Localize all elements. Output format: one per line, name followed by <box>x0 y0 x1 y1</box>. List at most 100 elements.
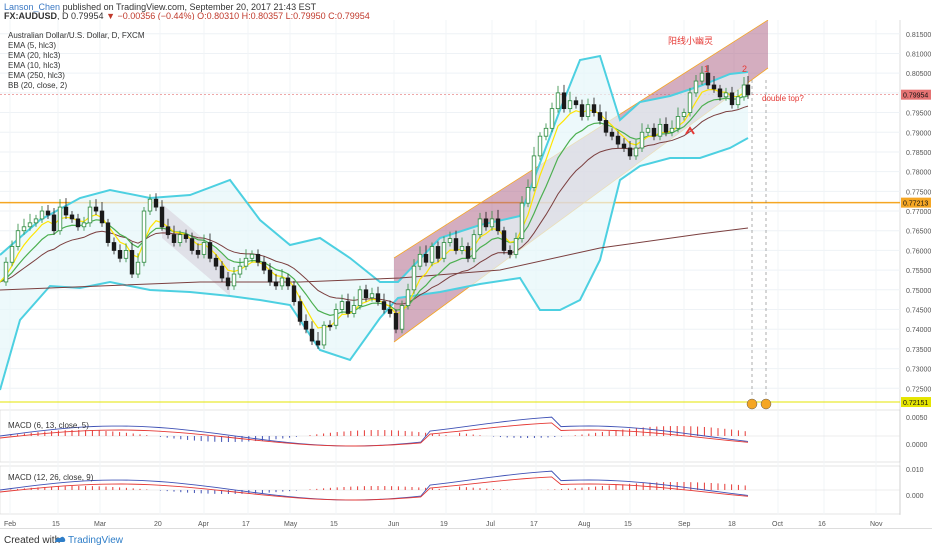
candle-body <box>321 324 327 346</box>
macd-tick-label: 0.010 <box>906 467 924 474</box>
ema10-line <box>0 95 749 316</box>
legend-item: BB (20, close, 2) <box>8 81 67 90</box>
y-tick-label: 0.77500 <box>906 189 931 196</box>
chart-header: Lanson_Chen published on TradingView.com… <box>0 0 932 21</box>
x-tick-label: Nov <box>870 521 883 528</box>
candle-body <box>411 265 417 291</box>
candle-body <box>429 246 435 263</box>
candle-body <box>663 123 669 133</box>
price-chart[interactable]: 0.815000.810000.805000.800000.795000.790… <box>0 20 932 528</box>
candle-body <box>507 250 513 255</box>
candle-body <box>57 206 63 232</box>
candle-body <box>339 301 345 310</box>
x-tick-label: Apr <box>198 521 210 528</box>
y-tick-label: 0.73000 <box>906 367 931 374</box>
candle-body <box>15 230 21 247</box>
candle-body <box>525 186 531 204</box>
y-tick-label: 0.76000 <box>906 248 931 255</box>
candle-body <box>363 289 369 299</box>
candle-body <box>453 238 459 251</box>
author-link[interactable]: Lanson_Chen <box>4 2 61 12</box>
candle-body <box>735 96 741 106</box>
candle-body <box>627 147 633 157</box>
candle-body <box>231 273 237 287</box>
candle-body <box>537 135 543 157</box>
y-tick-label: 0.80500 <box>906 71 931 78</box>
candle-body <box>297 301 303 322</box>
candle-body <box>417 253 423 267</box>
candle-body <box>423 253 429 263</box>
candle-body <box>273 281 279 287</box>
candle-body <box>315 340 321 346</box>
candle-body <box>615 135 621 145</box>
candle-body <box>117 250 123 259</box>
peak-2-label: 2 <box>742 64 747 74</box>
candle-body <box>39 210 45 220</box>
candle-body <box>195 250 201 255</box>
candle-body <box>147 198 153 212</box>
candle-body <box>699 72 705 82</box>
peak-1-label: 1 <box>704 64 709 74</box>
line1-price-label-box <box>901 197 931 208</box>
candle-body <box>279 277 285 287</box>
candle-body <box>669 127 675 133</box>
candle-body <box>729 92 735 106</box>
candle-body <box>675 116 681 129</box>
candle-body <box>291 285 297 303</box>
candle-body <box>381 301 387 310</box>
candle-body <box>459 246 465 251</box>
candle-body <box>405 289 411 306</box>
line1-price-label: 0.77213 <box>903 201 928 208</box>
candle-body <box>177 234 183 243</box>
ohlc-values: O:0.80310 H:0.80357 L:0.79950 C:0.79954 <box>197 11 370 21</box>
interval-label: D <box>62 11 69 21</box>
candle-body <box>159 206 165 228</box>
candle-body <box>441 242 447 259</box>
line2-price-label: 0.72151 <box>903 400 928 407</box>
y-tick-label: 0.79000 <box>906 130 931 137</box>
candle-body <box>567 100 573 110</box>
x-tick-label: 17 <box>242 521 250 528</box>
legend-item: EMA (5, hlc3) <box>8 41 56 50</box>
x-tick-label: Jun <box>388 521 399 528</box>
macd-fast-label: MACD (6, 13, close, 5) <box>8 421 89 430</box>
macd-tick-label: 0.0000 <box>906 442 928 449</box>
candle-body <box>33 218 39 224</box>
candle-body <box>483 218 489 228</box>
event-flag-icon <box>760 398 772 410</box>
candle-body <box>201 242 207 255</box>
candle-body <box>207 242 213 259</box>
candle-body <box>471 234 477 259</box>
last-price: 0.79954 <box>71 11 104 21</box>
candle-body <box>477 218 483 236</box>
y-tick-label: 0.78000 <box>906 170 931 177</box>
candle-body <box>165 226 171 236</box>
red-marker <box>685 126 695 135</box>
candle-body <box>153 198 159 208</box>
x-tick-label: Sep <box>678 521 691 528</box>
tradingview-brand-link[interactable]: TradingView <box>68 535 124 546</box>
x-tick-label: May <box>284 521 298 528</box>
macd-fast-signal-line <box>0 422 749 447</box>
y-tick-label: 0.75000 <box>906 288 931 295</box>
legend-item: EMA (10, hlc3) <box>8 61 61 70</box>
y-tick-label: 0.77000 <box>906 209 931 216</box>
candle-body <box>129 250 135 275</box>
candle-body <box>657 123 663 137</box>
candle-body <box>549 108 555 129</box>
candle-body <box>543 127 549 137</box>
candle-body <box>141 210 147 263</box>
line2-price-label-box <box>901 397 931 408</box>
candle-body <box>645 127 651 133</box>
candle-body <box>303 320 309 330</box>
y-tick-label: 0.81000 <box>906 51 931 58</box>
legend-item: EMA (20, hlc3) <box>8 51 61 60</box>
candle-body <box>705 72 711 86</box>
created-with-text: Created with <box>4 535 61 546</box>
legend-item: EMA (250, hlc3) <box>8 71 65 80</box>
candle-body <box>501 230 507 251</box>
y-tick-label: 0.78500 <box>906 150 931 157</box>
candle-body <box>183 234 189 240</box>
candle-body <box>225 277 231 287</box>
candle-body <box>249 253 255 259</box>
